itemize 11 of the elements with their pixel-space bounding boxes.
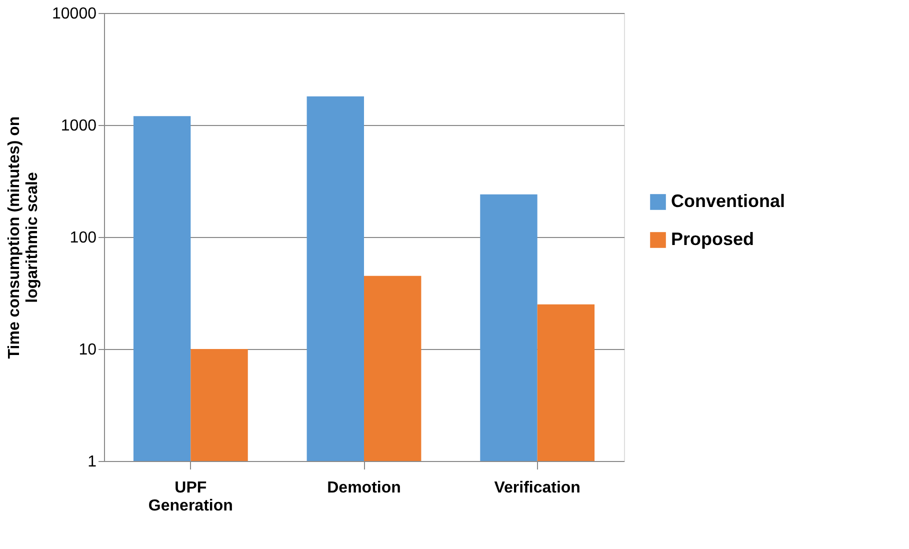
legend-label: Proposed [671, 229, 754, 249]
x-tick-label: Demotion [327, 480, 401, 496]
legend-label: Conventional [671, 191, 786, 211]
y-tick-label: 1000 [60, 118, 97, 134]
y-tick-label: 10000 [52, 6, 97, 22]
x-tick-label: UPF Generation [148, 480, 233, 514]
y-tick-label: 100 [70, 230, 97, 246]
y-axis-title: Time consumption (minutes) on logarithmic scale [6, 116, 42, 359]
x-tick-label: Verification [494, 480, 580, 496]
y-tick-label: 10 [78, 342, 97, 358]
y-tick-label: 1 [88, 454, 97, 470]
